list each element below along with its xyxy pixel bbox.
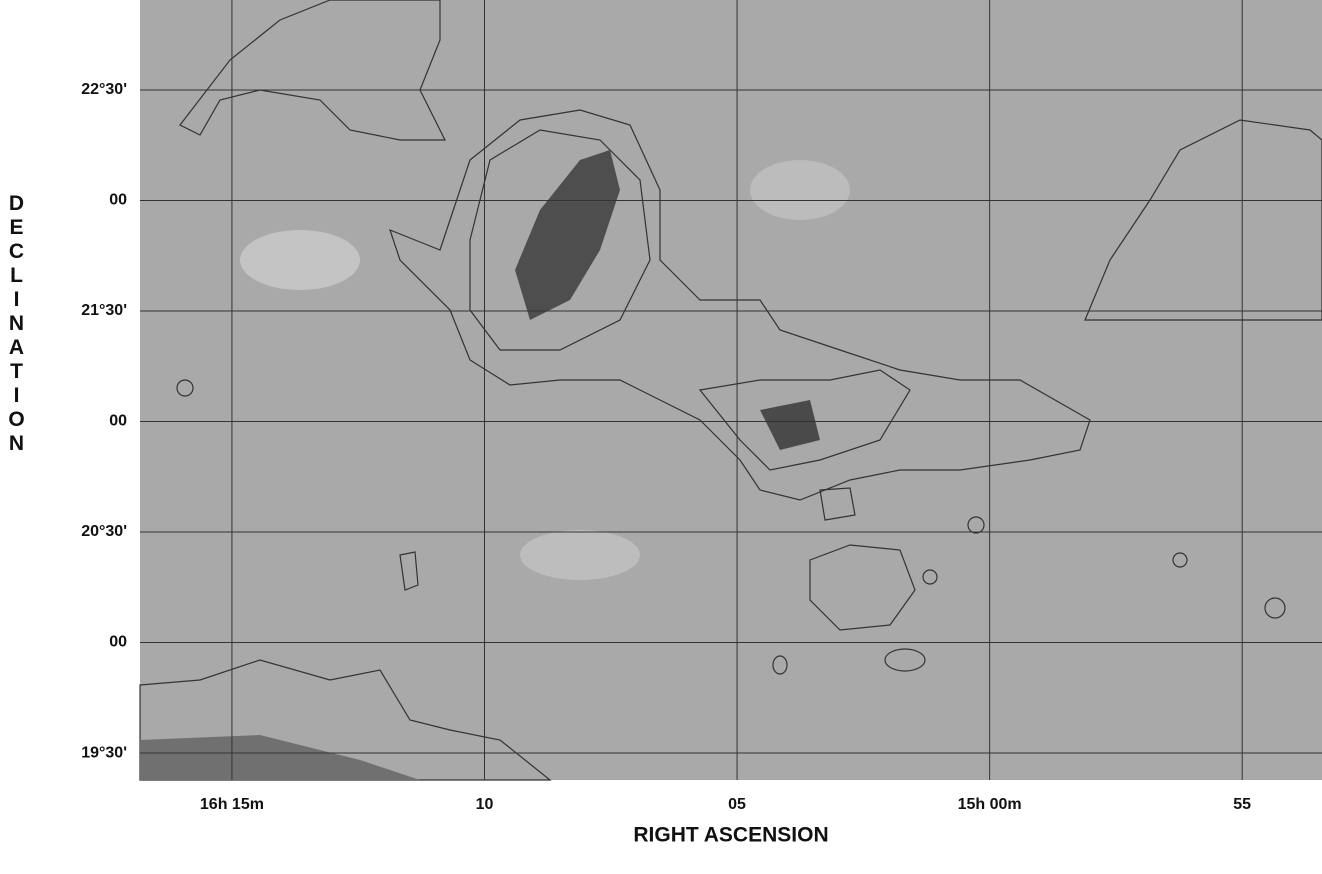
x-tick-label: 16h 15m (200, 796, 264, 813)
y-tick-label: 00 (109, 413, 127, 430)
x-tick-label: 15h 00m (958, 796, 1022, 813)
chart: RIGHT ASCENSION 16h 15m 10 05 15h 00m 55 22°3… (0, 0, 1322, 874)
y-tick-label: 19°30' (81, 744, 127, 761)
y-tick-label: 00 (109, 192, 127, 209)
y-tick-label: 21°30' (81, 302, 127, 319)
x-tick-label: 05 (728, 796, 746, 813)
x-tick-label: 55 (1233, 796, 1251, 813)
map-background (140, 0, 1322, 780)
y-tick-label: 00 (109, 634, 127, 651)
page: {"chart_data": {"type": "contour-map", "… (0, 0, 1322, 874)
y-tick-label: 22°30' (81, 81, 127, 98)
y-tick-label: 20°30' (81, 523, 127, 540)
x-axis-title: RIGHT ASCENSION (633, 824, 828, 847)
y-axis-title: DECLINATION (4, 192, 28, 456)
x-tick-label: 10 (476, 796, 494, 813)
